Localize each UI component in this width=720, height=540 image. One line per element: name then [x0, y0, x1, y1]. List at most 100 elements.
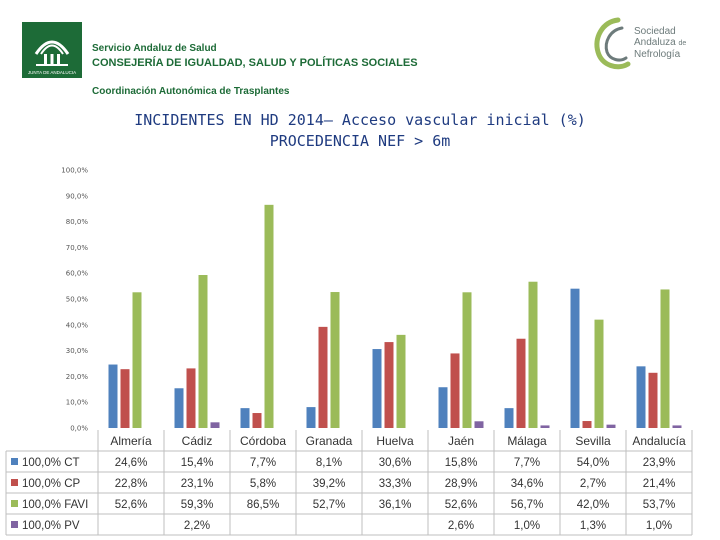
bar	[474, 421, 484, 428]
data-label: 1,0%	[646, 520, 672, 532]
bar	[330, 292, 340, 428]
bar	[396, 334, 406, 428]
sen-name: Sociedad Andaluza de Nefrología	[634, 26, 686, 60]
bar	[174, 388, 184, 428]
data-label: 1,3%	[580, 520, 606, 532]
y-tick-label: 10,0%	[66, 399, 89, 407]
data-label: 53,7%	[643, 499, 676, 511]
data-label: 24,6%	[115, 457, 148, 469]
sen-line-1: Sociedad	[634, 26, 676, 37]
bar	[132, 292, 142, 428]
bar	[384, 342, 394, 428]
data-label: 2,7%	[580, 478, 606, 490]
data-label: 7,7%	[250, 457, 276, 469]
bar	[186, 368, 196, 428]
bar	[540, 425, 550, 428]
sen-line-3: Nefrología	[634, 49, 681, 60]
y-tick-label: 50,0%	[66, 296, 89, 304]
bar	[606, 424, 616, 428]
y-tick-label: 60,0%	[66, 270, 89, 278]
bar	[252, 413, 262, 428]
bar	[504, 408, 514, 428]
data-label: 56,7%	[511, 499, 544, 511]
bar	[672, 425, 682, 428]
data-label: 2,2%	[184, 520, 210, 532]
bar-chart: 0,0% 10,0% 20,0% 30,0% 40,0% 50,0% 60,0% 70,0% 8…	[5, 167, 693, 536]
data-label: 23,9%	[643, 457, 676, 469]
logo-caption: JUNTA DE ANDALUCIA	[28, 70, 76, 75]
bar	[318, 326, 328, 428]
junta-andalucia-logo: JUNTA DE ANDALUCIA	[22, 22, 82, 78]
bar	[210, 422, 220, 428]
bar	[516, 338, 526, 428]
bar	[306, 407, 316, 428]
data-label: 23,1%	[181, 478, 214, 490]
bar	[570, 288, 580, 428]
bar	[636, 366, 646, 428]
chart-title: INCIDENTES EN HD 2014– Acceso vascular i…	[60, 110, 660, 152]
data-label: 33,3%	[379, 478, 412, 490]
organization-name: Servicio Andaluz de Salud CONSEJERÍA DE …	[92, 42, 418, 70]
bar	[450, 353, 460, 428]
data-label: 52,6%	[115, 499, 148, 511]
category-label: Almería	[110, 434, 152, 448]
data-label: 54,0%	[577, 457, 610, 469]
y-tick-label: 100,0%	[61, 167, 88, 175]
sen-line-2b: de	[678, 40, 687, 47]
data-label: 15,8%	[445, 457, 478, 469]
legend-label: 100,0% PV	[22, 520, 80, 532]
y-tick-label: 20,0%	[66, 373, 89, 381]
data-label: 36,1%	[379, 499, 412, 511]
legend-label: 100,0% CT	[22, 457, 80, 469]
category-label: Cádiz	[182, 434, 213, 448]
data-label: 42,0%	[577, 499, 610, 511]
data-label: 59,3%	[181, 499, 214, 511]
data-label: 22,8%	[115, 478, 148, 490]
bar	[594, 319, 604, 428]
bar	[582, 421, 592, 428]
category-label: Sevilla	[575, 434, 611, 448]
bar	[648, 372, 658, 428]
bar	[462, 292, 472, 428]
data-label: 7,7%	[514, 457, 540, 469]
category-label: Huelva	[376, 434, 414, 448]
org-line-1: Servicio Andaluz de Salud	[92, 43, 217, 54]
org-line-2: CONSEJERÍA DE IGUALDAD, SALUD Y POLÍTICA…	[92, 57, 418, 69]
chart-title-line-1: INCIDENTES EN HD 2014– Acceso vascular i…	[134, 111, 586, 129]
y-tick-label: 80,0%	[66, 218, 89, 226]
legend-swatch	[11, 500, 18, 507]
chart-title-line-2: PROCEDENCIA NEF > 6m	[269, 132, 451, 150]
category-label: Andalucía	[632, 434, 686, 448]
category-label: Málaga	[507, 434, 547, 448]
y-tick-label: 30,0%	[66, 347, 89, 355]
bar	[438, 387, 448, 428]
bar	[528, 281, 538, 428]
data-label: 8,1%	[316, 457, 342, 469]
data-label: 39,2%	[313, 478, 346, 490]
y-tick-label: 0,0%	[70, 425, 88, 433]
bar	[372, 349, 382, 428]
sen-logo-icon	[594, 17, 631, 70]
header: JUNTA DE ANDALUCIA Servicio Andaluz de S…	[0, 0, 720, 100]
bar	[240, 408, 250, 428]
bar	[198, 275, 208, 428]
y-tick-label: 70,0%	[66, 244, 89, 252]
data-label: 5,8%	[250, 478, 276, 490]
y-tick-label: 40,0%	[66, 321, 89, 329]
org-line-3: Coordinación Autonómica de Trasplantes	[92, 86, 290, 97]
data-label: 15,4%	[181, 457, 214, 469]
data-label: 28,9%	[445, 478, 478, 490]
sen-line-2: Andaluza	[634, 37, 676, 48]
data-label: 21,4%	[643, 478, 676, 490]
category-label: Granada	[306, 434, 353, 448]
bar	[120, 369, 130, 428]
data-label: 30,6%	[379, 457, 412, 469]
data-label: 52,7%	[313, 499, 346, 511]
category-label: Córdoba	[240, 434, 286, 448]
data-label: 52,6%	[445, 499, 478, 511]
data-label: 86,5%	[247, 499, 280, 511]
legend-label: 100,0% FAVI	[22, 499, 88, 511]
legend-swatch	[11, 521, 18, 528]
bar	[660, 289, 670, 428]
y-tick-label: 90,0%	[66, 192, 89, 200]
